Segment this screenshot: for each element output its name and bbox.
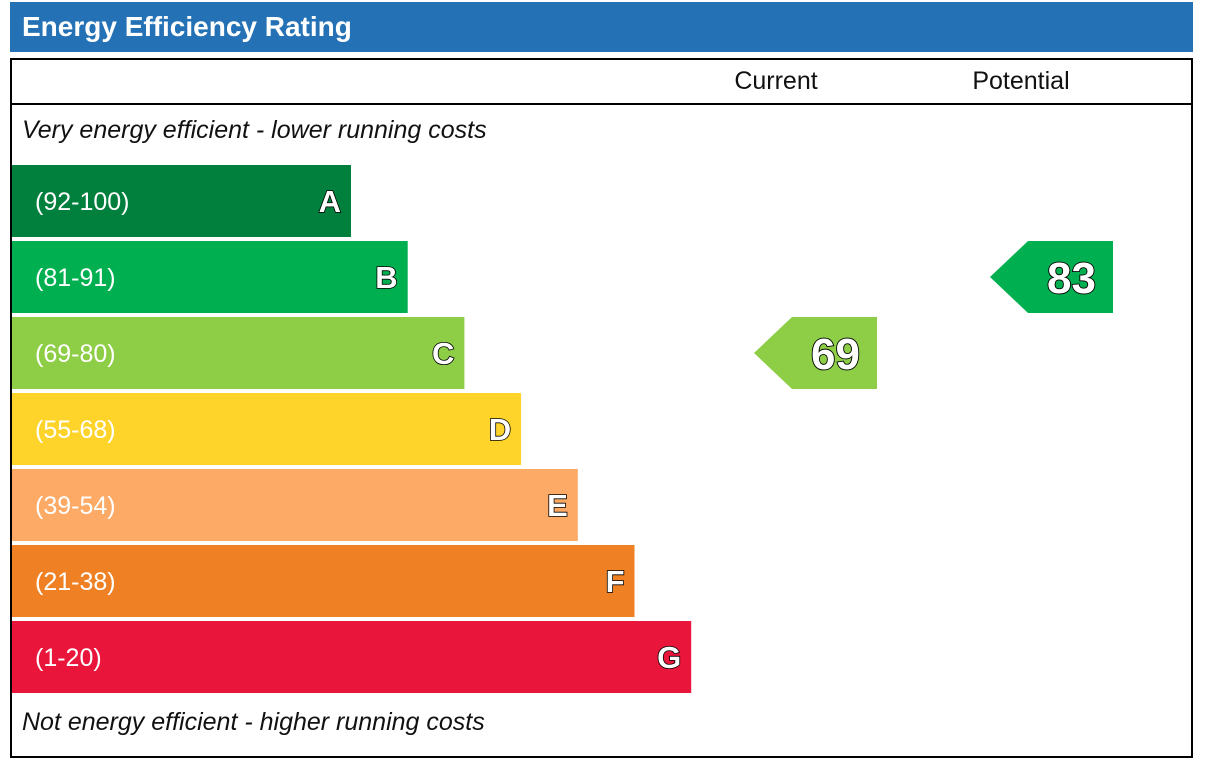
- current-rating-arrow: [754, 317, 877, 389]
- band-bar-a: [12, 165, 351, 237]
- band-range-g: (1-20): [35, 644, 102, 672]
- band-bar-e: [12, 469, 578, 541]
- band-letter-f: F: [606, 564, 625, 599]
- potential-rating-arrow: [990, 241, 1113, 313]
- current-rating-value: 69: [811, 330, 860, 379]
- band-range-e: (39-54): [35, 492, 116, 520]
- current-column-header: Current: [734, 67, 818, 95]
- band-letter-d: D: [489, 412, 511, 447]
- band-range-c: (69-80): [35, 340, 116, 368]
- band-bar-g: [12, 621, 692, 693]
- chart-frame: [10, 58, 1193, 758]
- band-letter-g: G: [657, 640, 681, 675]
- band-letter-e: E: [547, 488, 568, 523]
- band-bar-d: [12, 393, 522, 465]
- band-bar-b: [12, 241, 408, 313]
- potential-rating-value: 83: [1047, 254, 1096, 303]
- band-letter-a: A: [319, 184, 341, 219]
- band-range-d: (55-68): [35, 416, 116, 444]
- band-letter-c: C: [432, 336, 454, 371]
- band-bar-f: [12, 545, 635, 617]
- band-range-f: (21-38): [35, 568, 116, 596]
- band-range-a: (92-100): [35, 188, 130, 216]
- header-divider: [10, 103, 1193, 105]
- band-letter-b: B: [375, 260, 397, 295]
- band-range-b: (81-91): [35, 264, 116, 292]
- top-note: Very energy efficient - lower running co…: [22, 116, 487, 144]
- chart-title: Energy Efficiency Rating: [10, 2, 1193, 52]
- bottom-note: Not energy efficient - higher running co…: [22, 708, 485, 736]
- band-bar-c: [12, 317, 465, 389]
- potential-column-header: Potential: [972, 67, 1070, 95]
